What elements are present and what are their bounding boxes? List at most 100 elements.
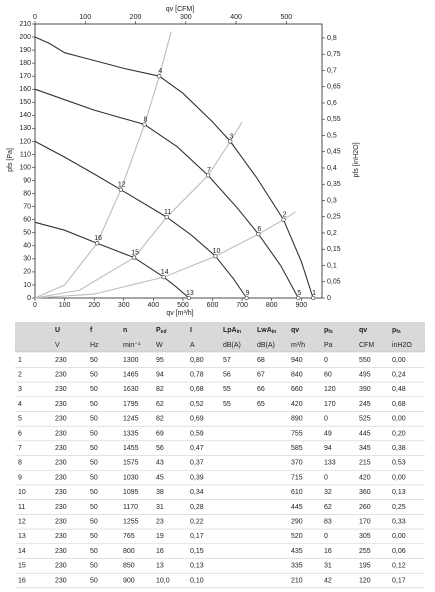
table-cell: 50 <box>90 548 98 555</box>
table-cell: 245 <box>359 401 371 408</box>
y-tick-label: 200 <box>19 34 31 41</box>
table-cell: 1030 <box>123 474 139 481</box>
table-cell: 495 <box>359 372 371 379</box>
table-cell: 940 <box>291 357 303 364</box>
table-cell: 6 <box>18 430 22 437</box>
curve <box>34 36 314 299</box>
table-cell: 230 <box>55 548 67 555</box>
y-tick-label: 210 <box>19 21 31 28</box>
table-cell: 0,34 <box>190 489 204 496</box>
y2-tick-label: 0,75 <box>327 51 341 58</box>
y-tick-label: 160 <box>19 86 31 93</box>
point-label: 1 <box>312 290 316 297</box>
table-cell: 0,10 <box>190 577 204 584</box>
table-cell: 68 <box>257 357 265 364</box>
x-tick-label: 100 <box>59 302 71 309</box>
table-cell: 55 <box>223 386 231 393</box>
table-cell: 60 <box>324 372 332 379</box>
table-cell: 850 <box>123 563 135 570</box>
y2-tick-label: 0,3 <box>327 197 337 204</box>
plot-frame <box>34 23 323 299</box>
table-unit: dB(A) <box>257 342 275 349</box>
y2-tick-label: 0,55 <box>327 116 341 123</box>
y2-tick-label: 0,8 <box>327 35 337 42</box>
y2-tick-label: 0,05 <box>327 279 341 286</box>
table-cell: 57 <box>223 357 231 364</box>
header-main: n <box>123 327 127 334</box>
table-cell: 1575 <box>123 460 139 467</box>
table-cell: 890 <box>291 416 303 423</box>
table-cell: 50 <box>90 489 98 496</box>
y-tick-label: 100 <box>19 164 31 171</box>
curve <box>34 211 296 299</box>
table-cell: 1335 <box>123 430 139 437</box>
table-cell: 170 <box>359 519 371 526</box>
operating-point <box>228 139 233 144</box>
table-cell: 50 <box>90 445 98 452</box>
x-tick-label: 600 <box>207 302 219 309</box>
table-cell: 900 <box>123 577 135 584</box>
table-cell: 0,59 <box>190 430 204 437</box>
table-cell: 0,00 <box>392 357 406 364</box>
table-cell: 10 <box>18 489 26 496</box>
header-main: f <box>90 327 93 334</box>
table-cell: 50 <box>90 533 98 540</box>
table-cell: 215 <box>359 460 371 467</box>
header-main: P <box>156 327 161 334</box>
table-cell: 66 <box>257 386 265 393</box>
table-cell: 550 <box>359 357 371 364</box>
table-cell: 31 <box>156 504 164 511</box>
table-cell: 260 <box>359 504 371 511</box>
table-unit: inH2O <box>392 342 412 349</box>
point-label: 13 <box>186 290 194 297</box>
table-cell: 230 <box>55 372 67 379</box>
point-label: 10 <box>213 248 221 255</box>
y-axis-title: pfs [Pa] <box>7 148 14 172</box>
point-label: 16 <box>94 235 102 242</box>
table-cell: 62 <box>324 504 332 511</box>
header-sub: in <box>272 329 276 335</box>
x-tick-label: 700 <box>236 302 248 309</box>
table-cell: 445 <box>359 430 371 437</box>
table-cell: 13 <box>18 533 26 540</box>
y-tick-label: 80 <box>23 190 31 197</box>
table-cell: 1455 <box>123 445 139 452</box>
point-label: 14 <box>161 269 169 276</box>
y-tick-label: 140 <box>19 112 31 119</box>
table-cell: 94 <box>156 372 164 379</box>
x-tick-label: 500 <box>177 302 189 309</box>
table-cell: 230 <box>55 474 67 481</box>
table-cell: 16 <box>324 548 332 555</box>
table-cell: 0,15 <box>190 548 204 555</box>
table-cell: 0,13 <box>392 489 406 496</box>
table-cell: 0,47 <box>190 445 204 452</box>
table-cell: 305 <box>359 533 371 540</box>
table-cell: 120 <box>359 577 371 584</box>
table-cell: 82 <box>156 386 164 393</box>
operating-point <box>256 231 261 237</box>
table-cell: 660 <box>291 386 303 393</box>
table-cell: 0,38 <box>392 445 406 452</box>
operating-point <box>296 295 301 301</box>
table-cell: 0,20 <box>392 430 406 437</box>
table-cell: 19 <box>156 533 164 540</box>
table-cell: 335 <box>291 563 303 570</box>
table-cell: 230 <box>55 577 67 584</box>
header-main: I <box>190 327 192 334</box>
x2-tick-label: 400 <box>230 14 242 21</box>
table-cell: 50 <box>90 577 98 584</box>
operating-point <box>131 255 137 260</box>
table-cell: 1795 <box>123 401 139 408</box>
table-cell: 56 <box>223 372 231 379</box>
table-cell: 50 <box>90 474 98 481</box>
table-cell: 360 <box>359 489 371 496</box>
table-cell: 1170 <box>123 504 138 511</box>
table-cell: 13 <box>156 563 164 570</box>
table-cell: 0,53 <box>392 460 406 467</box>
table-cell: 0,00 <box>392 416 406 423</box>
table-cell: 65 <box>257 401 265 408</box>
table-cell: 585 <box>291 445 303 452</box>
table-header: pfs <box>392 327 401 335</box>
table-cell: 230 <box>55 563 67 570</box>
y-tick-label: 40 <box>23 243 31 250</box>
